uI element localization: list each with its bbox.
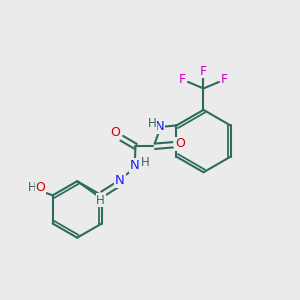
Text: O: O xyxy=(175,137,185,150)
Text: H: H xyxy=(141,155,150,169)
Text: H: H xyxy=(148,118,157,130)
Text: F: F xyxy=(221,73,228,86)
Text: O: O xyxy=(35,181,45,194)
Text: F: F xyxy=(179,73,186,86)
Text: H: H xyxy=(28,181,37,194)
Text: N: N xyxy=(155,120,165,133)
Text: N: N xyxy=(130,159,140,172)
Text: N: N xyxy=(115,174,125,187)
Text: F: F xyxy=(200,65,207,78)
Text: H: H xyxy=(96,194,105,207)
Text: O: O xyxy=(110,126,120,139)
